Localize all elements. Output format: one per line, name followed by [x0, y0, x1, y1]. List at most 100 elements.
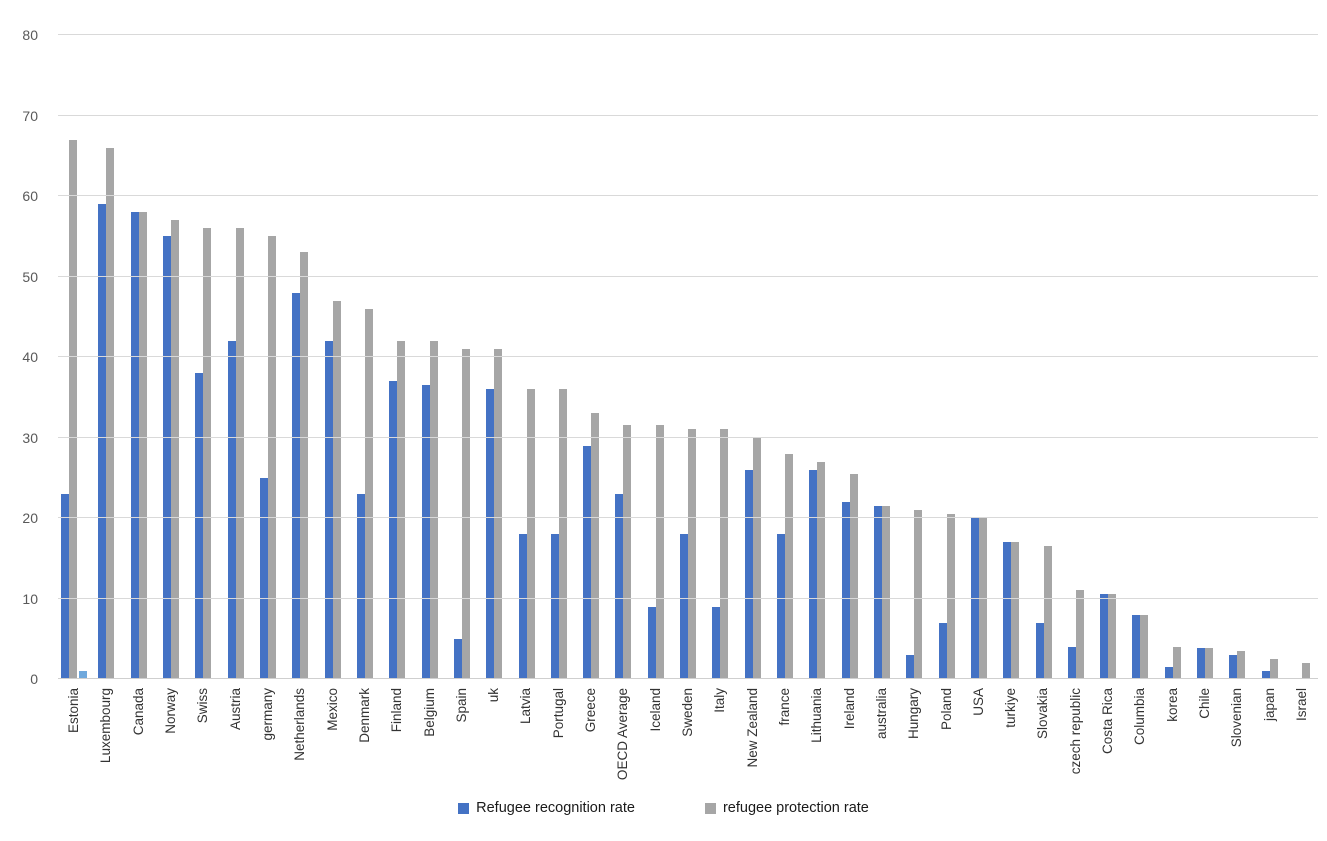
x-axis-label-cell: Finland [381, 688, 413, 793]
plot-area [58, 34, 1318, 679]
y-axis-tick-label: 40 [22, 349, 38, 365]
bar-refugee-recognition-rate [163, 236, 172, 679]
x-axis-label-cell: Belgium [413, 688, 445, 793]
gridline [58, 114, 1318, 116]
x-axis-label-cell: Slovakia [1027, 688, 1059, 793]
x-axis-label-cell: Mexico [317, 688, 349, 793]
bar-refugee-recognition-rate [647, 606, 656, 679]
bar-group [640, 35, 672, 679]
bar-group [995, 35, 1027, 679]
bar-group [284, 35, 316, 679]
bar-group [930, 35, 962, 679]
x-axis-label-cell: Denmark [349, 688, 381, 793]
bar-refugee-protection-rate [688, 429, 697, 679]
x-axis-label-cell: Ireland [834, 688, 866, 793]
x-axis-label: Luxembourg [98, 688, 114, 764]
bar-refugee-protection-rate [1108, 594, 1117, 679]
bar-refugee-recognition-rate [1132, 614, 1141, 679]
x-axis-label-cell: Netherlands [284, 688, 316, 793]
x-axis-label: australia [873, 688, 889, 740]
bar-group [704, 35, 736, 679]
x-axis-label: turkiye [1003, 688, 1019, 728]
x-axis-label: Costa Rica [1100, 688, 1116, 755]
bar-refugee-protection-rate [397, 340, 406, 679]
bar-refugee-protection-rate [1075, 590, 1084, 679]
y-axis-tick-label: 0 [30, 671, 38, 687]
bar-refugee-recognition-rate [130, 212, 139, 679]
bar-refugee-recognition-rate [550, 534, 559, 679]
x-axis-label: Columbia [1132, 688, 1148, 746]
bar-group [1189, 35, 1221, 679]
bar-group [607, 35, 639, 679]
bar-refugee-protection-rate [946, 513, 955, 679]
bar-refugee-recognition-rate [1197, 648, 1206, 679]
bar-refugee-recognition-rate [453, 638, 462, 679]
bar-group [510, 35, 542, 679]
bar-refugee-recognition-rate [486, 389, 495, 679]
gridline [58, 34, 1318, 35]
x-axis-label-cell: OECD Average [607, 688, 639, 793]
x-axis-label-cell: uk [478, 688, 510, 793]
bar-refugee-recognition-rate [1003, 542, 1012, 679]
x-axis-label: Spain [453, 688, 469, 723]
x-axis-label: Slovenian [1229, 688, 1245, 748]
bar-refugee-recognition-rate [906, 654, 915, 679]
bar-group [801, 35, 833, 679]
bar-refugee-recognition-rate [809, 469, 818, 679]
y-axis-tick-label: 60 [22, 188, 38, 204]
bar-refugee-protection-rate [978, 518, 987, 679]
x-axis-label-cell: Slovenian [1221, 688, 1253, 793]
gridline [58, 678, 1318, 679]
gridline [58, 597, 1318, 599]
x-axis-label: Belgium [421, 688, 437, 737]
x-axis-label-cell: australia [866, 688, 898, 793]
bar-refugee-recognition-rate [938, 622, 947, 679]
bar-refugee-protection-rate [881, 505, 890, 679]
y-axis-tick-label: 50 [22, 268, 38, 285]
x-axis-label: Estonia [66, 688, 82, 734]
bar-refugee-recognition-rate [680, 534, 689, 679]
bar-refugee-recognition-rate [195, 373, 204, 679]
x-axis-label-cell: Chile [1189, 688, 1221, 793]
bar-refugee-protection-rate [1269, 658, 1278, 679]
x-axis-label-cell: Lithuania [801, 688, 833, 793]
bar-refugee-protection-rate [785, 453, 794, 679]
bar-group [575, 35, 607, 679]
x-axis-label: Latvia [518, 688, 534, 725]
bar-refugee-protection-rate [817, 461, 826, 679]
bar-refugee-protection-rate [849, 473, 858, 679]
x-axis-label: Finland [389, 688, 405, 733]
legend: Refugee recognition rate refugee protect… [0, 800, 1327, 816]
bar-group [317, 35, 349, 679]
bar-group [155, 35, 187, 679]
x-axis-label-cell: Poland [930, 688, 962, 793]
bar-refugee-protection-rate [720, 429, 729, 679]
x-axis-label: Israel [1293, 688, 1309, 722]
x-axis-label: Iceland [647, 688, 663, 732]
x-axis-label: germany [259, 688, 275, 741]
bar-refugee-protection-rate [171, 220, 180, 679]
x-axis-label-cell: Swiss [187, 688, 219, 793]
bar-group [220, 35, 252, 679]
bar-group [866, 35, 898, 679]
bar-group [1254, 35, 1286, 679]
bar-refugee-recognition-rate [873, 505, 882, 679]
x-axis-label: USA [970, 688, 986, 716]
bar-refugee-protection-rate [138, 212, 147, 679]
x-axis-label-cell: Greece [575, 688, 607, 793]
legend-item-protection: refugee protection rate [704, 800, 869, 816]
bar-group [413, 35, 445, 679]
bar-group [1221, 35, 1253, 679]
bar-refugee-protection-rate [429, 340, 438, 679]
x-axis-label-cell: japan [1254, 688, 1286, 793]
bar-group [252, 35, 284, 679]
bar-refugee-protection-rate [1302, 662, 1311, 679]
bar-refugee-recognition-rate [389, 381, 398, 679]
x-axis-label-cell: New Zealand [737, 688, 769, 793]
bar-refugee-protection-rate [235, 228, 244, 679]
y-axis: 0 10 20 30 40 50 60 70 80 [0, 28, 44, 686]
x-axis-label: Greece [583, 688, 599, 733]
x-axis-label-cell: Portugal [543, 688, 575, 793]
bar-refugee-protection-rate [1043, 546, 1052, 679]
